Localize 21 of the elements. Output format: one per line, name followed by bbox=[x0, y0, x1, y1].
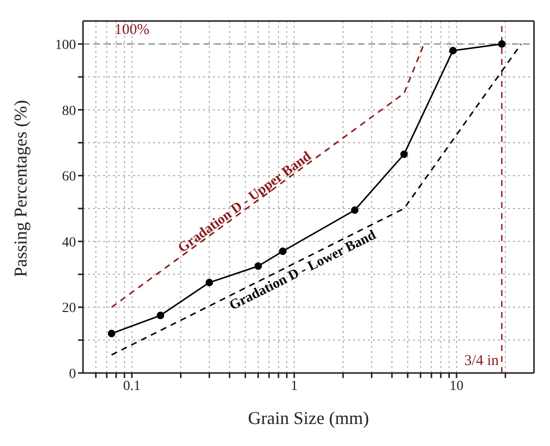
y-tick-label: 20 bbox=[62, 301, 76, 316]
point bbox=[400, 150, 408, 158]
point bbox=[498, 40, 506, 48]
x-tick-label: 0.1 bbox=[123, 378, 141, 394]
point bbox=[156, 312, 164, 320]
point bbox=[254, 262, 262, 270]
ref-line-label: 3/4 in bbox=[464, 353, 500, 369]
y-tick-label: 100 bbox=[55, 38, 76, 53]
point bbox=[108, 330, 116, 338]
point bbox=[350, 206, 358, 214]
ref-line-label: 100% bbox=[114, 22, 150, 38]
y-tick-label: 40 bbox=[62, 235, 76, 250]
x-tick-label: 10 bbox=[450, 378, 464, 394]
y-tick-label: 60 bbox=[62, 170, 76, 185]
x-tick-label: 1 bbox=[290, 378, 298, 394]
point bbox=[449, 46, 457, 54]
x-axis-title: Grain Size (mm) bbox=[248, 408, 369, 428]
y-tick-label: 0 bbox=[69, 366, 76, 382]
point bbox=[206, 278, 214, 286]
y-axis-title: Passing Percentages (%) bbox=[10, 100, 30, 277]
y-tick-label: 80 bbox=[62, 104, 76, 119]
